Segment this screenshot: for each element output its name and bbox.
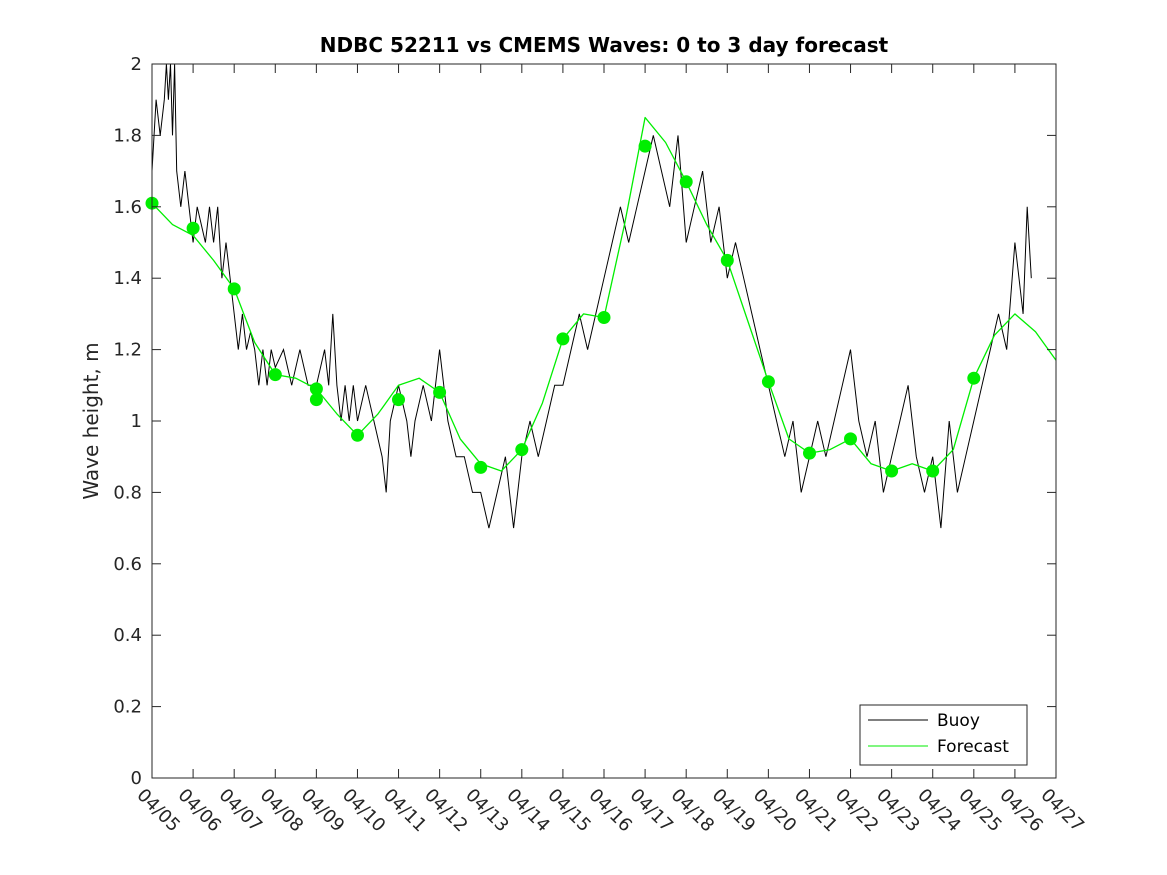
y-tick-label: 0.6 [113,554,142,575]
series-line-buoy [151,63,1032,529]
forecast-marker [392,393,405,407]
y-tick-label: 0.8 [113,482,142,503]
forecast-marker [556,332,570,346]
y-ticks: 0 0.2 0.4 0.6 0.8 1 1.2 1.4 1.6 1.8 2 [113,54,1056,789]
forecast-marker [761,375,775,389]
y-tick-label: 1.8 [113,125,142,146]
forecast-marker [597,311,611,324]
legend-forecast-label: Forecast [937,737,1009,757]
forecast-marker [926,464,940,478]
forecast-marker [474,460,488,474]
forecast-marker [967,371,981,385]
chart-title: NDBC 52211 vs CMEMS Waves: 0 to 3 day fo… [320,33,889,57]
legend: Buoy Forecast [859,704,1028,766]
y-axis-label: Wave height, m [79,342,103,499]
forecast-marker [309,393,323,407]
plot-area [152,64,1056,778]
forecast-marker [885,464,899,478]
y-tick-label: 1.4 [113,268,142,289]
y-tick-label: 0 [131,768,142,789]
forecast-marker [227,282,241,296]
legend-buoy-label: Buoy [937,711,980,731]
forecast-marker [515,443,529,457]
forecast-marker [433,385,447,399]
forecast-marker [268,368,282,382]
forecast-marker [720,253,734,267]
forecast-marker [638,139,652,153]
forecast-marker [844,432,857,446]
forecast-marker [679,175,693,189]
y-tick-label: 1.6 [113,197,142,218]
forecast-marker [309,382,323,396]
y-tick-label: 1.2 [113,340,142,361]
forecast-marker [186,221,200,235]
y-tick-label: 0.4 [113,625,142,646]
y-tick-label: 2 [131,54,142,75]
forecast-marker [351,428,364,442]
y-tick-label: 1 [131,411,142,432]
y-tick-label: 0.2 [113,697,142,718]
legend-box [859,704,1028,766]
forecast-marker [803,446,816,460]
